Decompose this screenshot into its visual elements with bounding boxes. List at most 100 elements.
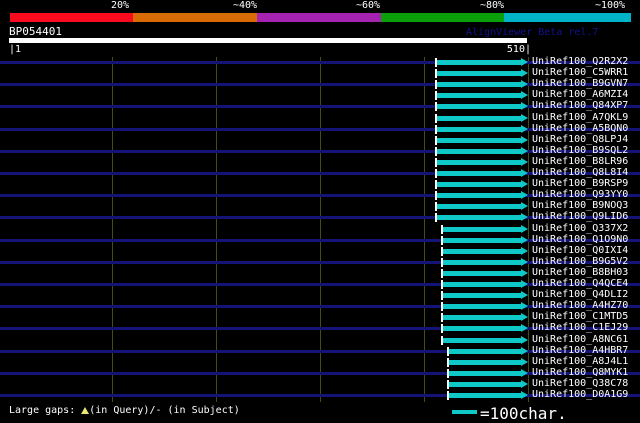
row-connector-line bbox=[0, 260, 640, 264]
alignment-row[interactable]: UniRef100_Q2R2X2 bbox=[0, 56, 640, 68]
alignment-bar[interactable] bbox=[437, 82, 521, 88]
alignment-bar[interactable] bbox=[437, 60, 521, 65]
hit-accession-label[interactable]: UniRef100_A6MZI4 bbox=[532, 89, 629, 101]
hit-accession-label[interactable]: UniRef100_Q337X2 bbox=[532, 222, 629, 234]
alignment-bar[interactable] bbox=[443, 237, 521, 243]
alignment-bar[interactable] bbox=[443, 270, 521, 276]
alignment-row[interactable]: UniRef100_Q8LPJ4 bbox=[0, 133, 640, 146]
hit-accession-label[interactable]: UniRef100_Q38C78 bbox=[532, 377, 629, 389]
hit-accession-label[interactable]: UniRef100_Q8L8I4 bbox=[532, 167, 629, 178]
alignment-start-tick bbox=[447, 357, 449, 367]
alignment-row[interactable]: UniRef100_Q84XP7 bbox=[0, 100, 640, 112]
hit-accession-label[interactable]: UniRef100_B8BH03 bbox=[532, 266, 629, 278]
query-sequence-bar[interactable] bbox=[9, 38, 527, 43]
alignment-row[interactable]: UniRef100_Q4DLI2 bbox=[0, 289, 640, 301]
alignment-bar[interactable] bbox=[437, 171, 521, 176]
alignment-row[interactable]: UniRef100_A8J4L1 bbox=[0, 355, 640, 368]
alignment-row[interactable]: UniRef100_C1MTD5 bbox=[0, 311, 640, 323]
alignment-bar[interactable] bbox=[443, 304, 521, 310]
alignment-row[interactable]: UniRef100_Q38C78 bbox=[0, 377, 640, 390]
alignment-bar[interactable] bbox=[449, 370, 521, 376]
alignment-row[interactable]: UniRef100_Q0IXI4 bbox=[0, 244, 640, 257]
alignment-row[interactable]: UniRef100_B8BH03 bbox=[0, 266, 640, 279]
hit-accession-label[interactable]: UniRef100_A5BQN0 bbox=[532, 122, 629, 134]
alignment-row[interactable]: UniRef100_C5WRR1 bbox=[0, 67, 640, 79]
hit-accession-label[interactable]: UniRef100_Q0IXI4 bbox=[532, 244, 629, 256]
hit-accession-label[interactable]: UniRef100_A7QKL9 bbox=[532, 111, 629, 123]
hit-accession-label[interactable]: UniRef100_Q1O9N0 bbox=[532, 233, 629, 245]
alignment-row[interactable]: UniRef100_A4HBR7 bbox=[0, 344, 640, 357]
hit-accession-label[interactable]: UniRef100_A4HBR7 bbox=[532, 344, 629, 356]
alignment-bar[interactable] bbox=[443, 326, 521, 332]
app-brand-label: AlignViewer Beta rel.7 bbox=[466, 27, 599, 38]
alignment-row[interactable]: UniRef100_Q9LID6 bbox=[0, 211, 640, 223]
alignment-row[interactable]: UniRef100_A4HZ70 bbox=[0, 300, 640, 312]
alignment-bar[interactable] bbox=[437, 71, 521, 77]
alignment-row[interactable]: UniRef100_B9G5V2 bbox=[0, 255, 640, 268]
alignment-bar[interactable] bbox=[437, 204, 521, 210]
alignment-row[interactable]: UniRef100_A5BQN0 bbox=[0, 122, 640, 135]
hit-accession-label[interactable]: UniRef100_Q4DLI2 bbox=[532, 289, 629, 301]
alignment-bar[interactable] bbox=[443, 248, 521, 254]
hit-accession-label[interactable]: UniRef100_Q8LPJ4 bbox=[532, 133, 629, 145]
alignment-bar[interactable] bbox=[437, 193, 521, 199]
alignment-bar[interactable] bbox=[449, 393, 521, 398]
hit-accession-label[interactable]: UniRef100_A8J4L1 bbox=[532, 355, 629, 367]
alignment-start-tick bbox=[447, 346, 449, 356]
hit-accession-label[interactable]: UniRef100_Q84XP7 bbox=[532, 100, 629, 112]
alignment-bar[interactable] bbox=[437, 159, 521, 165]
alignment-bar[interactable] bbox=[449, 381, 521, 387]
alignment-bar[interactable] bbox=[443, 293, 521, 299]
alignment-bar[interactable] bbox=[437, 215, 521, 221]
hit-accession-label[interactable]: UniRef100_D0A1G9 bbox=[532, 389, 629, 400]
hit-accession-label[interactable]: UniRef100_B9G5V2 bbox=[532, 255, 629, 267]
alignment-bar[interactable] bbox=[443, 226, 521, 232]
hit-accession-label[interactable]: UniRef100_B9GVN7 bbox=[532, 78, 629, 90]
hit-accession-label[interactable]: UniRef100_C1MTD5 bbox=[532, 311, 629, 323]
alignment-row[interactable]: UniRef100_A8NC61 bbox=[0, 333, 640, 346]
alignment-bar[interactable] bbox=[443, 282, 521, 287]
alignment-row[interactable]: UniRef100_A7QKL9 bbox=[0, 111, 640, 124]
alignment-row[interactable]: UniRef100_Q8MYK1 bbox=[0, 366, 640, 379]
hit-accession-label[interactable]: UniRef100_B8LR96 bbox=[532, 155, 629, 167]
alignment-row[interactable]: UniRef100_B8LR96 bbox=[0, 155, 640, 168]
alignment-bar[interactable] bbox=[449, 348, 521, 354]
alignment-start-tick bbox=[435, 135, 437, 145]
alignment-direction-arrow-icon bbox=[521, 58, 528, 66]
hit-accession-label[interactable]: UniRef100_A4HZ70 bbox=[532, 300, 629, 312]
alignment-bar[interactable] bbox=[437, 104, 521, 110]
alignment-bar[interactable] bbox=[437, 126, 521, 132]
alignment-row[interactable]: UniRef100_Q4QCE4 bbox=[0, 278, 640, 290]
alignment-bar[interactable] bbox=[443, 315, 521, 321]
hit-accession-label[interactable]: UniRef100_C1EJ29 bbox=[532, 322, 629, 334]
alignment-row[interactable]: UniRef100_C1EJ29 bbox=[0, 322, 640, 334]
hit-accession-label[interactable]: UniRef100_Q2R2X2 bbox=[532, 56, 629, 67]
alignment-row[interactable]: UniRef100_Q337X2 bbox=[0, 222, 640, 235]
hit-accession-label[interactable]: UniRef100_B9RSP9 bbox=[532, 178, 629, 190]
hit-accession-label[interactable]: UniRef100_C5WRR1 bbox=[532, 67, 629, 79]
hit-accession-label[interactable]: UniRef100_B9SQL2 bbox=[532, 144, 629, 156]
hit-accession-label[interactable]: UniRef100_Q8MYK1 bbox=[532, 366, 629, 378]
alignment-bar[interactable] bbox=[443, 259, 521, 265]
alignment-bar[interactable] bbox=[449, 359, 521, 365]
alignment-bar[interactable] bbox=[443, 337, 521, 343]
alignment-row[interactable]: UniRef100_D0A1G9 bbox=[0, 389, 640, 401]
alignment-row[interactable]: UniRef100_Q8L8I4 bbox=[0, 167, 640, 179]
alignment-bar[interactable] bbox=[437, 148, 521, 154]
hit-accession-label[interactable]: UniRef100_Q4QCE4 bbox=[532, 278, 629, 289]
alignment-bar[interactable] bbox=[437, 182, 521, 188]
alignment-row[interactable]: UniRef100_Q1O9N0 bbox=[0, 233, 640, 246]
hit-accession-label[interactable]: UniRef100_Q93YY0 bbox=[532, 189, 629, 201]
alignment-bar[interactable] bbox=[437, 115, 521, 121]
alignment-row[interactable]: UniRef100_Q93YY0 bbox=[0, 189, 640, 201]
alignment-row[interactable]: UniRef100_B9SQL2 bbox=[0, 144, 640, 157]
alignment-row[interactable]: UniRef100_A6MZI4 bbox=[0, 89, 640, 101]
hit-accession-label[interactable]: UniRef100_B9NOQ3 bbox=[532, 200, 629, 212]
alignment-row[interactable]: UniRef100_B9RSP9 bbox=[0, 178, 640, 190]
alignment-bar[interactable] bbox=[437, 137, 521, 143]
alignment-row[interactable]: UniRef100_B9NOQ3 bbox=[0, 200, 640, 212]
alignment-bar[interactable] bbox=[437, 93, 521, 99]
alignment-row[interactable]: UniRef100_B9GVN7 bbox=[0, 78, 640, 90]
hit-accession-label[interactable]: UniRef100_A8NC61 bbox=[532, 333, 629, 345]
hit-accession-label[interactable]: UniRef100_Q9LID6 bbox=[532, 211, 629, 223]
